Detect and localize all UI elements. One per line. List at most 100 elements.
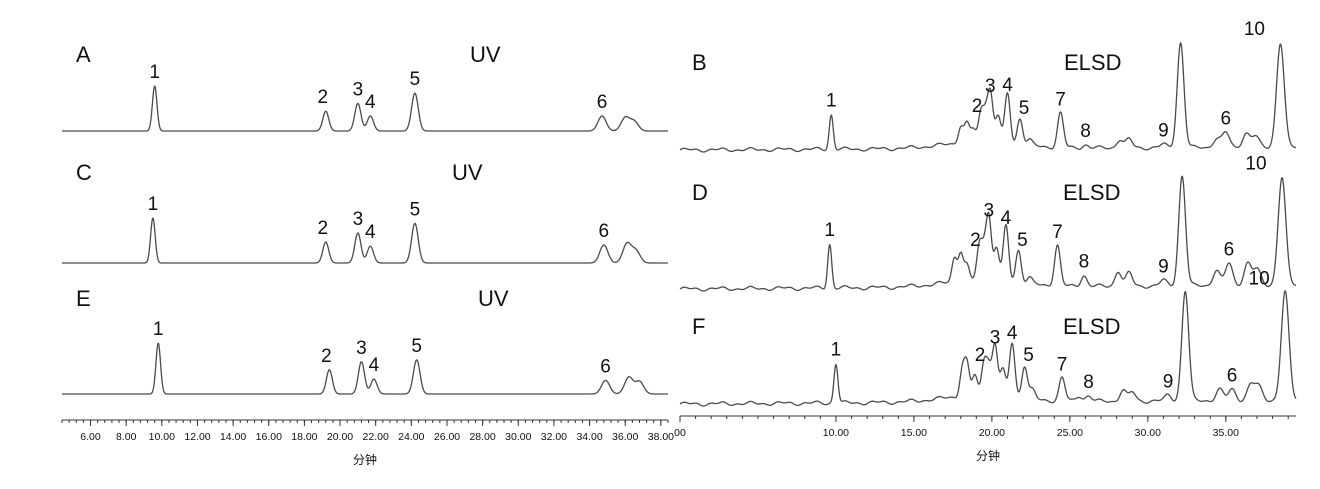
peak-label: 9 <box>1163 371 1174 392</box>
tick-label: 25.00 <box>1057 427 1083 439</box>
peak-label: 5 <box>1019 98 1030 119</box>
peak-label: 10 <box>1249 268 1270 289</box>
peak-label: 3 <box>356 338 367 359</box>
peak-label: 1 <box>148 194 159 215</box>
trace-d <box>679 175 1297 292</box>
tick-label: 36.00 <box>612 431 638 443</box>
peak-label: 6 <box>599 221 610 242</box>
panel-a: A UV 1 2 34 5 6 <box>61 42 669 132</box>
panel-e: E UV 1 2 34 5 6 <box>61 286 669 395</box>
x-axis-left: 6.00 8.00 10.00 12.00 14.00 16.00 18.00 20.00 22… <box>61 419 674 467</box>
peak-label: 1 <box>831 339 842 360</box>
peak-label: 4 <box>369 355 380 376</box>
peak-label: 2 <box>321 346 332 367</box>
peak-label: 8 <box>1083 372 1094 393</box>
tick-label: 26.00 <box>434 431 460 443</box>
panel-letter: E <box>76 286 91 311</box>
panel-letter: F <box>692 314 705 339</box>
peak-label: 5 <box>1023 345 1034 366</box>
peak-label: 8 <box>1080 121 1091 142</box>
peak-label: 4 <box>1002 75 1013 96</box>
peak-label: 6 <box>600 356 611 377</box>
panel-letter: A <box>76 42 91 67</box>
peak-label: 2 <box>318 87 329 108</box>
peak-label: 4 <box>1001 208 1012 229</box>
peak-label: 6 <box>1224 239 1235 260</box>
peak-label: 3 <box>990 327 1001 348</box>
tick-label: 10.00 <box>149 431 175 443</box>
tick-label: 18.00 <box>291 431 317 443</box>
peak-label: 6 <box>597 92 608 113</box>
time-axes: 6.00 8.00 10.00 12.00 14.00 16.00 18.00 20.00 22… <box>61 415 1296 467</box>
detector-label: UV <box>452 160 483 185</box>
tick-label: 38.00 <box>648 431 674 443</box>
tick-label: 24.00 <box>398 431 424 443</box>
peak-label: 3 <box>984 200 995 221</box>
trace-b <box>679 42 1297 153</box>
panel-c: C UV 1 2 34 5 6 <box>61 160 669 264</box>
peak-label: 2 <box>975 345 986 366</box>
tick-label: 00 <box>674 427 686 439</box>
detector-label: ELSD <box>1063 180 1120 205</box>
tick-label: 6.00 <box>80 431 101 443</box>
peak-label: 5 <box>1017 230 1028 251</box>
peak-label: 8 <box>1079 251 1090 272</box>
panel-b: B ELSD 1 23 45 78 9 6 10 <box>679 19 1297 153</box>
detector-label: UV <box>470 42 501 67</box>
tick-label: 28.00 <box>469 431 495 443</box>
detector-label: ELSD <box>1063 314 1120 339</box>
tick-label: 30.00 <box>505 431 531 443</box>
panel-letter: C <box>76 160 92 185</box>
tick-label: 20.00 <box>327 431 353 443</box>
peak-label: 3 <box>353 79 364 100</box>
panel-letter: B <box>692 50 707 75</box>
peak-label: 3 <box>353 209 364 230</box>
tick-label: 10.00 <box>823 427 849 439</box>
tick-label: 30.00 <box>1135 427 1161 439</box>
peak-label: 1 <box>824 220 835 241</box>
peak-label: 9 <box>1158 256 1169 277</box>
peak-label: 10 <box>1244 19 1265 40</box>
tick-label: 16.00 <box>256 431 282 443</box>
peak-label: 10 <box>1245 153 1266 174</box>
peak-label: 4 <box>365 92 376 113</box>
peak-label: 1 <box>153 319 164 340</box>
peak-label: 5 <box>410 69 421 90</box>
peak-label: 5 <box>411 336 422 357</box>
trace-f <box>679 290 1297 407</box>
tick-label: 14.00 <box>220 431 246 443</box>
peak-label: 2 <box>970 230 981 251</box>
peak-label: 4 <box>1007 323 1018 344</box>
peak-label: 7 <box>1052 222 1063 243</box>
panel-letter: D <box>692 180 708 205</box>
panel-f: F ELSD 1 23 45 78 9 6 10 <box>679 268 1297 407</box>
peak-label: 5 <box>410 199 421 220</box>
peak-label: 4 <box>365 222 376 243</box>
peak-label: 6 <box>1227 365 1238 386</box>
detector-label: ELSD <box>1064 50 1121 75</box>
tick-label: 15.00 <box>901 427 927 439</box>
peak-label: 1 <box>826 91 837 112</box>
panel-d: D ELSD 1 23 45 78 9 6 10 <box>679 153 1297 292</box>
trace-c <box>61 217 669 264</box>
tick-label: 32.00 <box>541 431 567 443</box>
peak-label: 2 <box>972 96 983 117</box>
tick-label: 8.00 <box>116 431 137 443</box>
trace-a <box>61 85 669 132</box>
trace-e <box>61 342 669 395</box>
peak-label: 3 <box>985 76 996 97</box>
peak-label: 7 <box>1057 354 1068 375</box>
tick-label: 22.00 <box>363 431 389 443</box>
tick-label: 34.00 <box>576 431 602 443</box>
peak-label: 9 <box>1158 121 1169 142</box>
peak-label: 2 <box>318 218 329 239</box>
x-axis-right: 00 10.00 15.00 20.00 25.00 30.00 35.00 分钟 <box>674 415 1296 463</box>
peak-label: 7 <box>1055 90 1066 111</box>
x-axis-title: 分钟 <box>353 452 377 467</box>
peak-label: 1 <box>149 62 160 83</box>
peak-label: 6 <box>1221 109 1232 130</box>
tick-label: 35.00 <box>1213 427 1239 439</box>
tick-label: 20.00 <box>979 427 1005 439</box>
